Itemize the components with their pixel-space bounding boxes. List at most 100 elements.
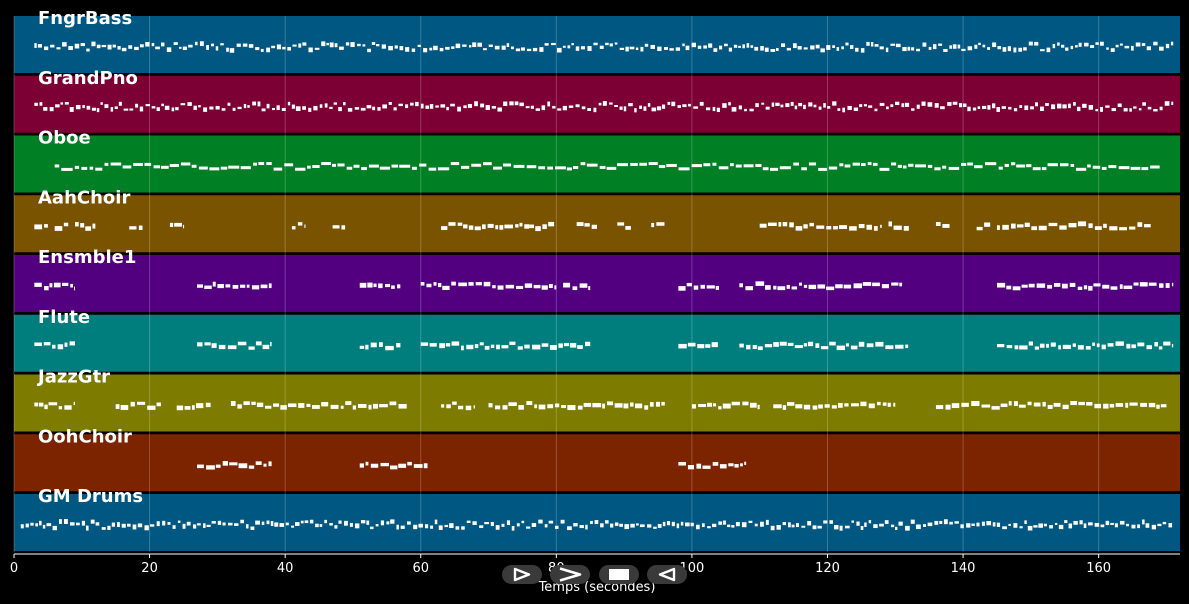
note-mark xyxy=(1129,402,1138,406)
note-mark xyxy=(1053,282,1061,287)
note-mark xyxy=(864,522,867,527)
note-mark xyxy=(246,524,249,529)
note-mark xyxy=(579,525,584,529)
note-mark xyxy=(1140,402,1148,407)
note-mark xyxy=(676,523,680,529)
next-button[interactable] xyxy=(550,565,590,584)
note-mark xyxy=(1123,285,1133,290)
note-mark xyxy=(765,519,769,525)
note-mark xyxy=(1006,345,1013,349)
note-mark xyxy=(324,519,328,524)
note-mark xyxy=(711,523,717,528)
track-lane xyxy=(14,434,1180,492)
track-label: AahChoir xyxy=(38,187,130,208)
note-mark xyxy=(360,107,366,111)
note-mark xyxy=(519,222,523,227)
note-mark xyxy=(461,165,470,169)
note-mark xyxy=(1040,106,1044,111)
note-mark xyxy=(515,48,521,52)
note-mark xyxy=(949,521,953,525)
note-mark xyxy=(128,45,133,49)
note-mark xyxy=(698,404,706,408)
note-mark xyxy=(1024,222,1030,228)
note-mark xyxy=(60,102,64,105)
note-mark xyxy=(867,162,872,166)
note-mark xyxy=(270,521,274,527)
note-mark xyxy=(712,403,717,407)
note-mark xyxy=(1095,42,1099,45)
note-mark xyxy=(662,521,666,527)
note-mark xyxy=(967,46,973,51)
note-mark xyxy=(525,526,531,529)
x-tick-label: 0 xyxy=(10,561,18,576)
note-mark xyxy=(1051,104,1056,110)
note-mark xyxy=(826,226,832,230)
note-mark xyxy=(858,341,865,347)
note-mark xyxy=(882,402,887,406)
note-mark xyxy=(682,43,685,47)
note-mark xyxy=(1012,286,1021,291)
note-mark xyxy=(340,405,344,409)
note-mark xyxy=(1078,401,1085,406)
note-mark xyxy=(1119,43,1123,46)
note-mark xyxy=(1077,221,1087,227)
rewind-outline-icon xyxy=(658,567,676,582)
note-mark xyxy=(282,46,286,50)
note-mark xyxy=(614,105,618,108)
note-mark xyxy=(712,106,716,112)
note-mark xyxy=(711,342,718,348)
note-mark xyxy=(810,45,815,50)
note-mark xyxy=(64,342,68,347)
note-mark xyxy=(129,226,137,230)
note-mark xyxy=(742,44,745,49)
stop-button[interactable] xyxy=(599,565,639,584)
note-mark xyxy=(372,106,376,111)
note-mark xyxy=(580,162,586,166)
chevron-right-icon xyxy=(559,567,582,582)
note-mark xyxy=(1106,47,1109,50)
note-mark xyxy=(844,403,849,407)
note-mark xyxy=(423,48,428,53)
note-mark xyxy=(755,103,759,108)
note-mark xyxy=(1165,43,1170,49)
note-mark xyxy=(243,103,247,109)
note-mark xyxy=(776,48,779,51)
note-mark xyxy=(257,101,261,107)
note-mark xyxy=(225,284,231,288)
note-mark xyxy=(315,523,319,528)
note-mark xyxy=(101,44,107,48)
note-mark xyxy=(455,43,461,49)
note-mark xyxy=(75,222,79,227)
note-mark xyxy=(1159,283,1164,288)
note-mark xyxy=(350,42,355,48)
note-mark xyxy=(1002,47,1007,52)
note-mark xyxy=(380,520,385,526)
note-mark xyxy=(916,48,920,52)
note-mark xyxy=(339,46,344,50)
note-mark xyxy=(897,164,902,168)
note-mark xyxy=(1008,401,1012,406)
note-mark xyxy=(302,42,307,46)
note-mark xyxy=(971,523,975,527)
note-mark xyxy=(1013,401,1018,407)
note-mark xyxy=(1090,45,1095,48)
play-button[interactable] xyxy=(502,565,542,584)
note-mark xyxy=(653,526,657,529)
note-mark xyxy=(872,162,878,166)
note-mark xyxy=(510,46,514,50)
track-lane xyxy=(14,75,1180,133)
note-mark xyxy=(807,341,814,347)
note-mark xyxy=(300,520,304,524)
note-mark xyxy=(678,343,687,349)
note-mark xyxy=(655,401,661,407)
note-mark xyxy=(261,521,265,526)
note-mark xyxy=(260,48,264,52)
note-mark xyxy=(634,108,637,113)
note-mark xyxy=(996,107,1000,112)
note-mark xyxy=(593,42,598,46)
rewind-button[interactable] xyxy=(647,565,687,584)
note-mark xyxy=(117,46,121,50)
note-mark xyxy=(506,43,510,47)
note-mark xyxy=(137,523,143,528)
note-mark xyxy=(888,221,892,227)
